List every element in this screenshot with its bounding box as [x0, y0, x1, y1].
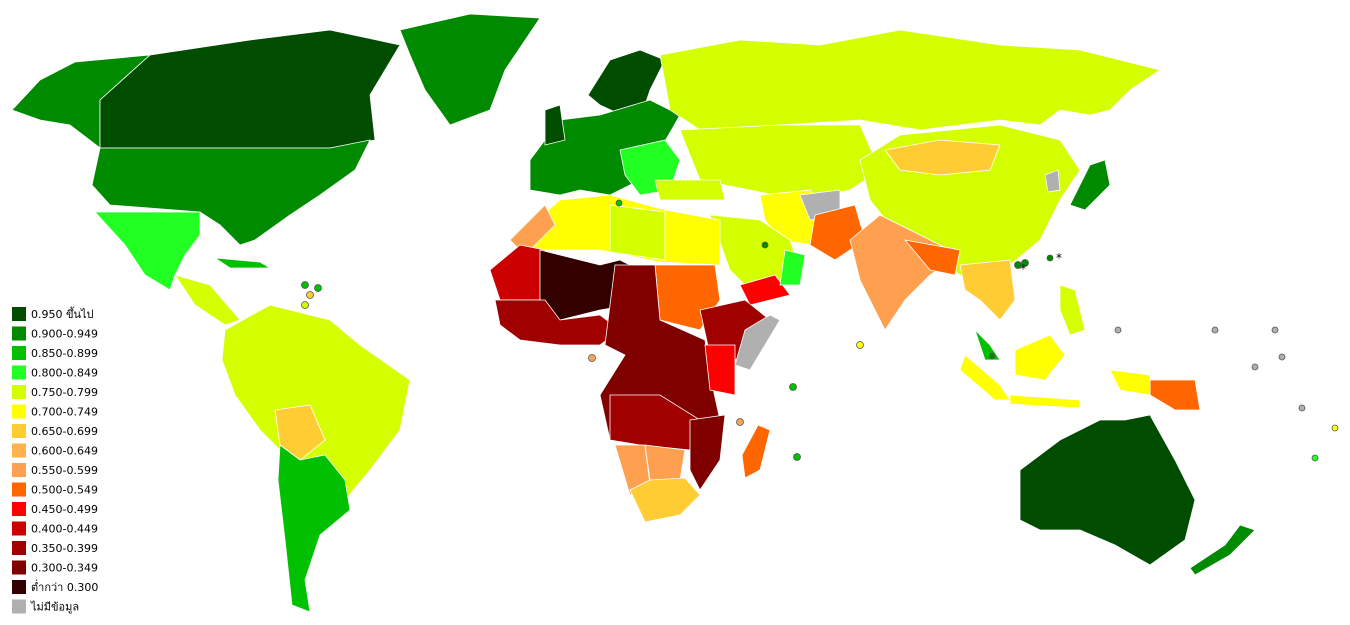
island-marker: [588, 354, 596, 362]
legend-label: 0.800-0.849: [31, 367, 98, 380]
island-marker: [301, 301, 309, 309]
bolivia: [274, 404, 326, 461]
legend-label: 0.700-0.749: [31, 406, 98, 419]
legend-label: 0.850-0.899: [31, 347, 98, 360]
legend-label: 0.350-0.399: [31, 542, 98, 555]
botswana: [644, 444, 686, 481]
island-marker: [1251, 363, 1259, 371]
mozambique: [689, 414, 726, 491]
legend-label: 0.900-0.949: [31, 328, 98, 341]
island-marker: [1014, 261, 1022, 269]
island-marker: [306, 291, 314, 299]
island-marker: [1046, 254, 1054, 262]
small-states: [301, 199, 1339, 462]
legend-swatch: [12, 346, 26, 360]
legend-swatch: [12, 424, 26, 438]
mongolia: [884, 139, 1001, 176]
argentina: [277, 444, 351, 613]
legend-label: 0.400-0.449: [31, 523, 98, 536]
legend-swatch: [12, 443, 26, 458]
se-asia: [959, 259, 1016, 321]
java: [1009, 394, 1081, 409]
legend-swatch: [12, 560, 26, 575]
island-marker: [988, 352, 996, 360]
korea-nodata: [1044, 169, 1061, 193]
oman: [779, 249, 806, 286]
legend-label: 0.550-0.599: [31, 464, 98, 477]
island-marker: [1311, 454, 1319, 462]
papua-new-guinea: [1149, 379, 1201, 411]
malaysia: [974, 329, 1001, 361]
island-marker: [615, 199, 623, 207]
legend-swatch: [12, 385, 26, 399]
legend-label: 0.650-0.699: [31, 425, 98, 438]
island-marker: [856, 341, 864, 349]
legend-swatch: [12, 326, 26, 341]
japan: [1069, 159, 1111, 211]
turkey: [654, 179, 726, 201]
legend-label: 0.450-0.499: [31, 503, 98, 516]
west-papua: [1109, 369, 1151, 396]
australia: [1019, 414, 1196, 566]
legend-swatch: [12, 365, 26, 380]
island-marker: [1331, 424, 1339, 432]
russia: [659, 29, 1161, 131]
greenland: [399, 13, 541, 126]
yemen: [739, 274, 791, 306]
island-marker: [1114, 326, 1122, 334]
island-marker: [1211, 326, 1219, 334]
mauritania: [489, 244, 546, 301]
island-marker: [1298, 404, 1306, 412]
legend-swatch: [12, 599, 26, 614]
usa: [91, 139, 371, 246]
legend-label: 0.750-0.799: [31, 386, 98, 399]
south-africa: [629, 477, 701, 523]
annotation: *: [1056, 251, 1062, 265]
south-america: [221, 304, 411, 521]
legend: 0.950 ขึ้นไป 0.900-0.949 0.850-0.899 0.800-…: [12, 306, 98, 614]
legend-swatch: [12, 541, 26, 555]
legend-swatch: [12, 580, 26, 594]
island-marker: [761, 241, 769, 249]
legend-swatch: [12, 463, 26, 477]
island-marker: [789, 383, 797, 391]
caribbean: [214, 257, 272, 269]
island-marker: [1021, 259, 1029, 267]
island-marker: [793, 453, 801, 461]
canada: [99, 29, 401, 149]
legend-label: 0.500-0.549: [31, 484, 98, 497]
legend-swatch: [12, 404, 26, 419]
east-africa: [704, 344, 736, 396]
new-zealand: [1189, 524, 1256, 576]
island-marker: [1278, 353, 1286, 361]
legend-swatch: [12, 482, 26, 497]
island-marker: [301, 281, 309, 289]
borneo: [1014, 334, 1066, 381]
legend-swatch: [12, 521, 26, 536]
egypt-libya: [609, 204, 666, 261]
countries: [11, 13, 1256, 613]
legend-label: ต่ำกว่า 0.300: [31, 579, 98, 594]
sumatra: [959, 354, 1011, 401]
legend-label: 0.950 ขึ้นไป: [31, 306, 94, 321]
island-marker: [1271, 326, 1279, 334]
legend-swatch: [12, 502, 26, 516]
uk: [544, 104, 566, 146]
legend-label: 0.300-0.349: [31, 562, 98, 575]
legend-swatch: [12, 307, 26, 321]
island-marker: [736, 418, 744, 426]
somalia: [734, 314, 781, 371]
legend-label: 0.600-0.649: [31, 445, 98, 458]
island-marker: [314, 284, 322, 292]
india: [849, 214, 961, 331]
central-america: [174, 274, 241, 326]
philippines: [1059, 284, 1086, 336]
bangladesh-nepal: [903, 239, 961, 276]
legend-label: ไม่มีข้อมูล: [30, 601, 79, 614]
madagascar: [741, 424, 771, 479]
annotation: *: [1020, 262, 1026, 276]
